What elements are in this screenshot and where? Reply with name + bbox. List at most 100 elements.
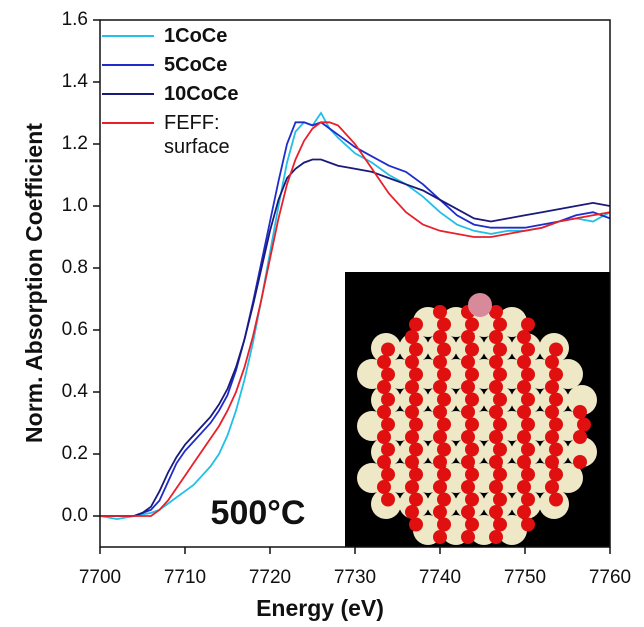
o-atom [521, 517, 535, 532]
o-atom [521, 442, 535, 457]
o-atom [405, 480, 419, 494]
y-tick-label: 1.2 [62, 133, 88, 154]
o-atom [381, 492, 395, 507]
o-atom [549, 442, 563, 457]
o-atom [465, 317, 479, 332]
o-atom [465, 367, 479, 382]
o-atom [377, 430, 391, 444]
o-atom [437, 317, 451, 332]
o-atom [461, 530, 475, 544]
o-atom [405, 455, 419, 469]
o-atom [381, 342, 395, 357]
o-atom [517, 405, 531, 419]
o-atom [461, 355, 475, 369]
o-atom [517, 380, 531, 394]
o-atom [461, 505, 475, 519]
y-tick-label: 0.0 [62, 505, 88, 526]
o-atom [409, 442, 423, 457]
inset-structure [345, 272, 610, 547]
o-atom [521, 467, 535, 482]
o-atom [493, 317, 507, 332]
o-atom [433, 430, 447, 444]
o-atom [489, 530, 503, 544]
y-tick-label: 1.0 [62, 195, 88, 216]
o-atom [381, 467, 395, 482]
o-atom [377, 405, 391, 419]
o-atom [409, 317, 423, 332]
o-atom [433, 380, 447, 394]
o-atom [489, 305, 503, 319]
o-atom [461, 430, 475, 444]
x-tick-label: 7740 [419, 567, 461, 588]
o-atom [493, 492, 507, 507]
o-atom [545, 405, 559, 419]
o-atom [409, 417, 423, 432]
legend-item: FEFF: surface [102, 111, 272, 159]
o-atom [409, 342, 423, 357]
o-atom [521, 492, 535, 507]
y-tick-label: 1.6 [62, 9, 88, 30]
o-atom [517, 430, 531, 444]
o-atom [489, 380, 503, 394]
o-atom [437, 392, 451, 407]
o-atom [549, 392, 563, 407]
o-atom [573, 430, 587, 444]
o-atom [433, 530, 447, 544]
x-tick-label: 7720 [249, 567, 291, 588]
o-atom [461, 380, 475, 394]
o-atom [433, 305, 447, 319]
o-atom [405, 355, 419, 369]
o-atom [437, 417, 451, 432]
o-atom [461, 330, 475, 344]
x-tick-label: 7700 [79, 567, 121, 588]
o-atom [573, 405, 587, 419]
o-atom [549, 467, 563, 482]
o-atom [493, 467, 507, 482]
o-atom [521, 417, 535, 432]
o-atom [465, 467, 479, 482]
o-atom [433, 455, 447, 469]
x-tick-label: 7710 [164, 567, 206, 588]
o-atom [573, 455, 587, 469]
o-atom [545, 430, 559, 444]
o-atom [433, 355, 447, 369]
o-atom [409, 492, 423, 507]
o-atom [465, 392, 479, 407]
o-atom [405, 330, 419, 344]
ce-atom [567, 385, 597, 415]
o-atom [549, 367, 563, 382]
o-atom [409, 467, 423, 482]
o-atom [521, 342, 535, 357]
o-atom [377, 480, 391, 494]
o-atom [489, 455, 503, 469]
o-atom [433, 505, 447, 519]
o-atom [517, 480, 531, 494]
o-atom [437, 342, 451, 357]
o-atom [489, 430, 503, 444]
o-atom [577, 417, 591, 432]
o-atom [405, 505, 419, 519]
o-atom [433, 330, 447, 344]
legend-item: 5CoCe [102, 53, 272, 77]
o-atom [409, 517, 423, 532]
o-atom [405, 405, 419, 419]
legend-label: FEFF: surface [164, 112, 230, 158]
legend-label: 10CoCe [164, 83, 239, 105]
o-atom [461, 455, 475, 469]
o-atom [517, 355, 531, 369]
co-atom [468, 293, 492, 317]
o-atom [493, 517, 507, 532]
o-atom [377, 355, 391, 369]
o-atom [489, 405, 503, 419]
o-atom [521, 392, 535, 407]
o-atom [493, 342, 507, 357]
o-atom [545, 480, 559, 494]
o-atom [493, 442, 507, 457]
series-line [100, 158, 611, 517]
o-atom [493, 392, 507, 407]
o-atom [549, 342, 563, 357]
o-atom [489, 330, 503, 344]
o-atom [521, 367, 535, 382]
o-atom [549, 417, 563, 432]
